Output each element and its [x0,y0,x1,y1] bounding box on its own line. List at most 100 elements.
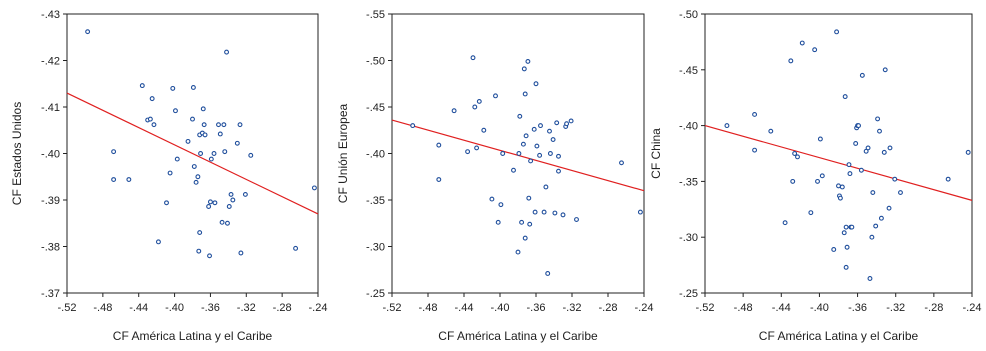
data-point [882,67,888,73]
data-point [190,85,196,90]
x-axis-label: CF América Latina y el Caribe [759,329,919,343]
data-point [200,106,206,112]
data-point [547,128,552,134]
data-point [847,171,853,177]
data-point [859,72,865,78]
data-point [195,174,201,180]
data-point [836,183,841,189]
data-point [525,58,531,64]
x-tick-label: -.48 [734,302,753,314]
x-tick-label: -.36 [201,302,220,314]
data-point [843,224,849,230]
data-point [554,120,560,126]
data-point [815,178,820,184]
y-tick-label: -.42 [41,56,60,68]
data-point [495,219,501,225]
data-point [226,204,232,209]
data-point [873,223,879,229]
data-point [474,145,480,151]
data-point [834,29,840,35]
y-tick-label: -.30 [679,232,698,244]
data-point [533,81,539,87]
data-point [155,239,161,245]
data-point [206,204,212,209]
data-point [202,132,208,138]
data-point [556,153,561,159]
data-point [843,264,849,270]
data-point [812,47,818,53]
x-tick-label: -.32 [886,302,905,314]
y-tick-label: -.40 [679,121,698,133]
y-tick-label: -.45 [366,102,385,114]
data-point [637,209,643,215]
data-point [564,121,570,127]
trend-line [66,92,319,215]
y-tick-label: -.40 [41,149,60,161]
y-tick-label: -.35 [679,176,698,188]
data-point [550,137,556,143]
data-point [856,123,861,129]
data-point [520,141,526,147]
x-tick-label: -.28 [273,302,292,314]
y-tick-label: -.45 [679,65,698,77]
data-point [219,219,225,225]
data-point [207,253,212,259]
x-tick-label: -.24 [635,302,654,314]
data-point [795,154,800,160]
data-point [523,133,529,139]
data-point [517,113,523,119]
data-point [147,116,153,122]
y-tick-label: -.55 [366,9,385,21]
data-point [472,104,478,110]
data-point [436,177,442,182]
data-point [521,66,527,72]
data-point [842,94,848,100]
data-point [532,209,538,215]
data-point [167,170,173,176]
data-point [528,158,534,164]
data-point [892,176,898,182]
data-point [875,116,881,122]
x-axis-label: CF América Latina y el Caribe [438,329,598,343]
data-point [887,145,893,151]
data-point [493,93,498,99]
data-point [808,210,814,216]
y-axis-label: CF Unión Europea [336,103,350,203]
data-point [858,167,864,173]
data-point [841,230,847,236]
x-tick-label: -.24 [963,302,982,314]
data-point [196,248,202,254]
data-point [221,122,227,128]
data-point [870,190,876,196]
y-tick-label: -.25 [679,288,698,300]
data-point [519,219,525,225]
data-point [451,108,457,114]
data-point [877,128,882,134]
data-point [198,151,204,156]
data-point [498,202,504,208]
y-tick-label: -.25 [366,288,385,300]
data-point [552,210,558,216]
data-point [898,190,903,196]
data-point [881,149,887,155]
data-point [224,49,230,55]
x-tick-label: -.52 [383,302,402,314]
data-point [849,224,855,230]
data-point [237,122,243,128]
x-tick-label: -.44 [129,302,148,314]
x-tick-label: -.44 [772,302,791,314]
data-point [869,234,875,240]
y-tick-label: -.39 [41,195,60,207]
y-axis-label: CF China [649,128,663,179]
data-point [831,247,837,252]
data-point [174,156,180,162]
x-tick-label: -.36 [848,302,867,314]
data-point [752,111,758,117]
data-point [768,128,774,134]
data-point [470,55,476,61]
data-point [139,83,145,89]
data-point [228,191,234,197]
data-point [865,145,871,151]
data-point [216,122,221,128]
